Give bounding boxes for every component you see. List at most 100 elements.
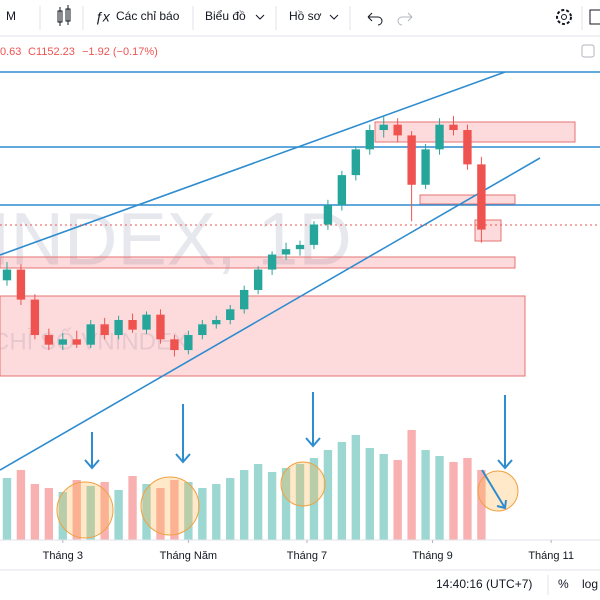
- redo-button[interactable]: [397, 12, 413, 26]
- chart-type-button[interactable]: Biểu đồ: [205, 9, 246, 23]
- volume-bar: [128, 476, 137, 540]
- volume-bar: [114, 490, 123, 540]
- volume-bar: [393, 460, 402, 540]
- volumes: [2, 430, 486, 540]
- candle-body: [170, 339, 179, 351]
- candle-body: [184, 335, 193, 351]
- candle-body: [44, 335, 54, 345]
- fullscreen-button[interactable]: [589, 9, 600, 25]
- volume-bar: [309, 458, 319, 540]
- zones: [0, 121, 576, 377]
- candle-body: [379, 124, 388, 131]
- volume-bar: [44, 488, 54, 540]
- x-tick-label: Tháng 3: [43, 550, 83, 562]
- candle-body: [58, 339, 67, 345]
- profile-button[interactable]: Hồ sơ: [289, 9, 322, 23]
- x-tick-label: Tháng 9: [412, 550, 452, 562]
- x-tick-label: Tháng Năm: [160, 550, 217, 562]
- volume-bar: [323, 450, 333, 540]
- percent-toggle[interactable]: %: [558, 577, 569, 591]
- candle-body: [463, 130, 472, 165]
- volume-bar: [100, 482, 109, 540]
- candle-body: [198, 324, 207, 336]
- candle-body: [407, 135, 416, 185]
- close-value: C1152.23: [28, 46, 75, 58]
- indicators-button[interactable]: Các chỉ báo: [116, 9, 180, 23]
- settings-icon: [561, 14, 567, 20]
- candle-body: [72, 339, 81, 345]
- volume-bar: [72, 480, 81, 540]
- candle-body: [156, 314, 165, 340]
- x-tick-label: Tháng 7: [287, 550, 327, 562]
- candle-body: [295, 244, 305, 250]
- volume-bar: [184, 482, 193, 540]
- candle-body: [351, 149, 360, 176]
- volume-bar: [351, 435, 360, 540]
- fx-icon: ƒx: [95, 9, 111, 25]
- candle-body: [128, 320, 137, 330]
- candle-body: [393, 124, 402, 136]
- partial-value: 0.63: [0, 46, 21, 58]
- candle-body: [337, 175, 347, 206]
- trend-lines: [0, 71, 600, 471]
- candle-body: [477, 164, 486, 230]
- volume-bar: [156, 488, 165, 540]
- candle-body: [30, 299, 40, 336]
- clock: 14:40:16 (UTC+7): [436, 577, 532, 591]
- undo-button[interactable]: [367, 12, 383, 26]
- candle-body: [142, 314, 151, 330]
- volume-bar: [2, 478, 12, 540]
- volume-bar: [170, 480, 179, 540]
- interval-button[interactable]: M: [6, 9, 16, 23]
- volume-bar: [86, 486, 95, 540]
- candle-body: [267, 254, 277, 270]
- volume-bar: [142, 484, 151, 540]
- volume-bar: [449, 462, 458, 540]
- candle-body: [16, 269, 26, 300]
- volume-bar: [267, 472, 277, 540]
- volume-bar: [212, 484, 221, 540]
- candle-body: [435, 124, 444, 150]
- volume-bar: [240, 470, 249, 540]
- candles: [2, 116, 486, 357]
- candle-body: [114, 320, 123, 336]
- candle-body: [240, 289, 249, 310]
- settings-button[interactable]: [556, 9, 572, 25]
- volume-bar: [477, 470, 486, 540]
- candle-body: [449, 124, 458, 131]
- candle-body: [421, 149, 430, 185]
- volume-circles: [56, 461, 519, 539]
- candle-body: [281, 249, 291, 255]
- volume-bar: [407, 430, 416, 540]
- dropdown-icon: [329, 14, 339, 20]
- candle-body: [2, 269, 12, 281]
- x-axis: Tháng 3 Tháng Năm Tháng 7 Tháng 9 Tháng 11: [43, 540, 574, 562]
- candle-body: [253, 269, 263, 290]
- change-value: −1.92 (−0.17%): [82, 46, 158, 58]
- volume-bar: [198, 488, 207, 540]
- candle-body: [365, 130, 374, 150]
- toolbar: M ƒx Các chỉ báo Biểu đồ Hồ sơ: [0, 5, 600, 37]
- arrows: [84, 392, 513, 510]
- volume-bar: [295, 464, 305, 540]
- log-toggle[interactable]: log: [582, 577, 598, 591]
- candle-body: [86, 324, 95, 345]
- volume-bar: [337, 442, 347, 540]
- volume-bar: [226, 478, 235, 540]
- volume-bar: [421, 450, 430, 540]
- watermark: INDEX, 1D: [0, 198, 352, 281]
- candle-icon[interactable]: [57, 5, 71, 26]
- volume-bar: [379, 454, 388, 540]
- candle-body: [100, 324, 109, 336]
- volume-bar: [253, 464, 263, 540]
- volume-bar: [58, 492, 67, 540]
- x-tick-label: Tháng 11: [528, 550, 574, 562]
- volume-bar: [30, 484, 40, 540]
- volume-bar: [16, 470, 26, 540]
- collapse-button[interactable]: [581, 44, 595, 58]
- candle-body: [226, 309, 235, 321]
- volume-bar: [281, 468, 291, 540]
- volume-bar: [435, 456, 444, 540]
- candle-body: [212, 320, 221, 325]
